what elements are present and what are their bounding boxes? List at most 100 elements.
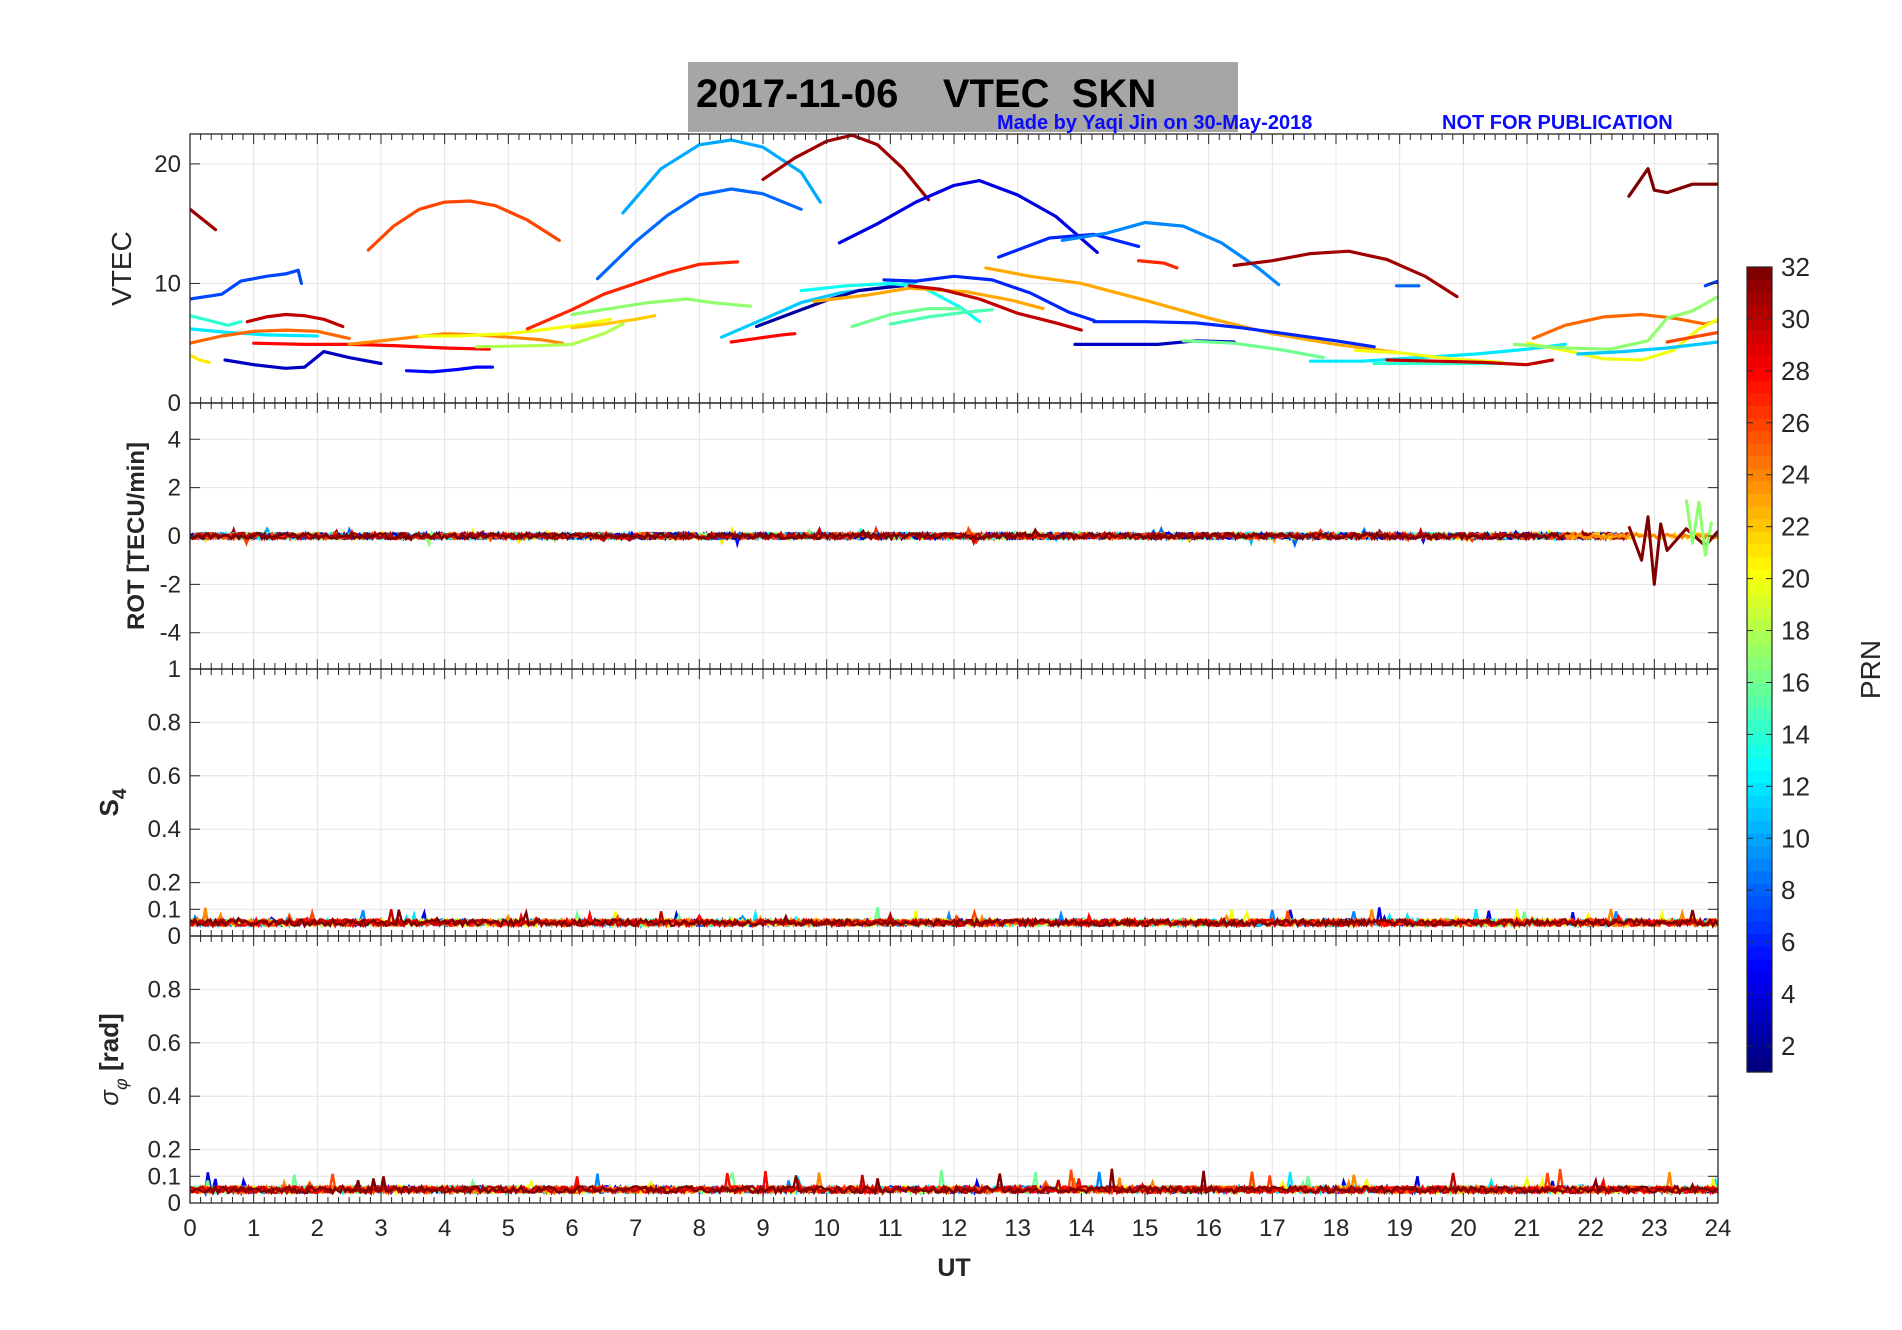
colorbar-swatch: [1747, 958, 1772, 972]
panel-ROT: -4 -2 0 2 4 ROT [TECU/min]: [123, 402, 1719, 670]
series-prn-31: [761, 134, 931, 202]
colorbar-swatch: [1747, 304, 1772, 318]
colorbar-tick-label: 12: [1781, 771, 1810, 801]
series-prn-22: [570, 314, 657, 330]
y-tick-label: 20: [154, 151, 181, 178]
series-prn-32: [1627, 167, 1718, 198]
x-tick-label: 24: [1705, 1215, 1732, 1242]
series-prn-17: [570, 297, 752, 317]
colorbar-swatch: [1747, 405, 1772, 419]
x-tick-label: 11: [878, 1215, 903, 1242]
colorbar-tick-label: 14: [1781, 719, 1810, 749]
colorbar-swatch: [1747, 556, 1772, 570]
series-prn-17: [1684, 499, 1714, 557]
colorbar-swatch: [1747, 505, 1772, 520]
y-tick-label: 0.6: [148, 763, 181, 790]
colorbar-label: PRN: [1855, 640, 1886, 699]
chart-title: 2017-11-06 VTEC SKN: [696, 72, 1157, 116]
colorbar-swatch: [1747, 292, 1772, 306]
series-prn-32: [190, 527, 1630, 542]
series-prn-16: [850, 307, 963, 329]
x-tick-label: 22: [1577, 1215, 1604, 1242]
colorbar-swatch: [1747, 594, 1772, 608]
y-tick-label: 2: [168, 475, 181, 502]
colorbar-swatch: [1747, 493, 1772, 507]
series-prn-4: [837, 179, 1099, 254]
colorbar-swatch: [1747, 795, 1772, 809]
series-prn-16: [1181, 339, 1325, 360]
x-tick-label: 9: [756, 1215, 769, 1242]
series-prn-7: [190, 268, 303, 301]
y-tick-label: 0.8: [148, 976, 181, 1003]
colorbar-tick-label: 8: [1781, 875, 1795, 905]
y-tick-label: 10: [154, 270, 181, 297]
colorbar-swatch: [1747, 619, 1772, 633]
y-tick-label: 0.6: [148, 1030, 181, 1057]
panel-S4: 00.10.2 0.4 0.6 0.8 1 S4: [94, 656, 1719, 950]
publication-note: NOT FOR PUBLICATION: [1442, 112, 1673, 134]
colorbar-swatch: [1747, 719, 1772, 733]
colorbar-swatch: [1747, 807, 1772, 822]
colorbar-swatch: [1747, 983, 1772, 998]
colorbar-swatch: [1747, 480, 1772, 495]
colorbar-swatch: [1747, 908, 1772, 922]
series-prn-30: [245, 312, 345, 329]
colorbar-frame: [1746, 266, 1773, 1073]
series-prn-32: [1627, 515, 1718, 586]
colorbar-swatch: [1747, 1021, 1772, 1035]
colorbar-swatch: [1747, 518, 1772, 532]
x-tick-label: 5: [502, 1215, 515, 1242]
y-axis-label: ROT [TECU/min]: [123, 442, 150, 630]
colorbar-swatch: [1747, 279, 1772, 293]
x-tick-label: 17: [1259, 1215, 1286, 1242]
series-prn-2: [754, 284, 905, 329]
x-tick-label: 20: [1450, 1215, 1477, 1242]
colorbar-swatch: [1747, 682, 1772, 696]
series-prn-3: [223, 350, 383, 370]
y-tick-label: 0.8: [148, 709, 181, 736]
y-tick-label: 0.4: [148, 1083, 181, 1110]
y-tick-label: -2: [160, 571, 181, 598]
colorbar-swatch: [1747, 581, 1772, 595]
colorbar-tick-label: 30: [1781, 304, 1810, 334]
colorbar-swatch: [1747, 782, 1772, 796]
colorbar-tick-label: 16: [1781, 667, 1810, 697]
colorbar-swatch: [1747, 417, 1772, 432]
colorbar-swatch: [1747, 1046, 1772, 1061]
x-tick-label: 1: [247, 1215, 260, 1242]
y-tick-label: 0: [168, 390, 181, 417]
colorbar-tick-label: 2: [1781, 1031, 1795, 1061]
colorbar-tick-label: 6: [1781, 927, 1795, 957]
colorbar-swatch: [1747, 707, 1772, 721]
colorbar-swatch: [1747, 392, 1772, 406]
x-tick-label: 6: [565, 1215, 578, 1242]
y-tick-label: 0.2: [148, 1137, 181, 1164]
y-tick-label: 0.1: [148, 1163, 181, 1190]
series-prn-28: [252, 341, 491, 351]
y-tick-label: 1: [168, 656, 181, 683]
y-tick-label: 0: [168, 523, 181, 550]
x-tick-label: 8: [693, 1215, 706, 1242]
x-tick-label: 7: [629, 1215, 642, 1242]
y-tick-label: 0: [168, 923, 181, 950]
series-group: [190, 499, 1718, 586]
colorbar-swatch: [1747, 732, 1772, 746]
colorbar-swatch: [1747, 820, 1772, 834]
series-prn-18: [474, 322, 625, 349]
colorbar-swatch: [1747, 770, 1772, 784]
series-prn-31: [1232, 249, 1459, 299]
colorbar-swatch: [1747, 329, 1772, 344]
series-prn-20: [1353, 348, 1504, 364]
series-group: [190, 906, 1718, 930]
colorbar-tick-label: 24: [1781, 460, 1810, 490]
series-prn-5: [404, 365, 494, 374]
x-tick-label: 23: [1641, 1215, 1668, 1242]
colorbar-swatch: [1747, 946, 1772, 960]
colorbar-tick-label: 20: [1781, 564, 1810, 594]
series-group: [190, 134, 1718, 374]
colorbar-tick-label: 10: [1781, 823, 1810, 853]
colorbar-swatch: [1747, 267, 1772, 281]
